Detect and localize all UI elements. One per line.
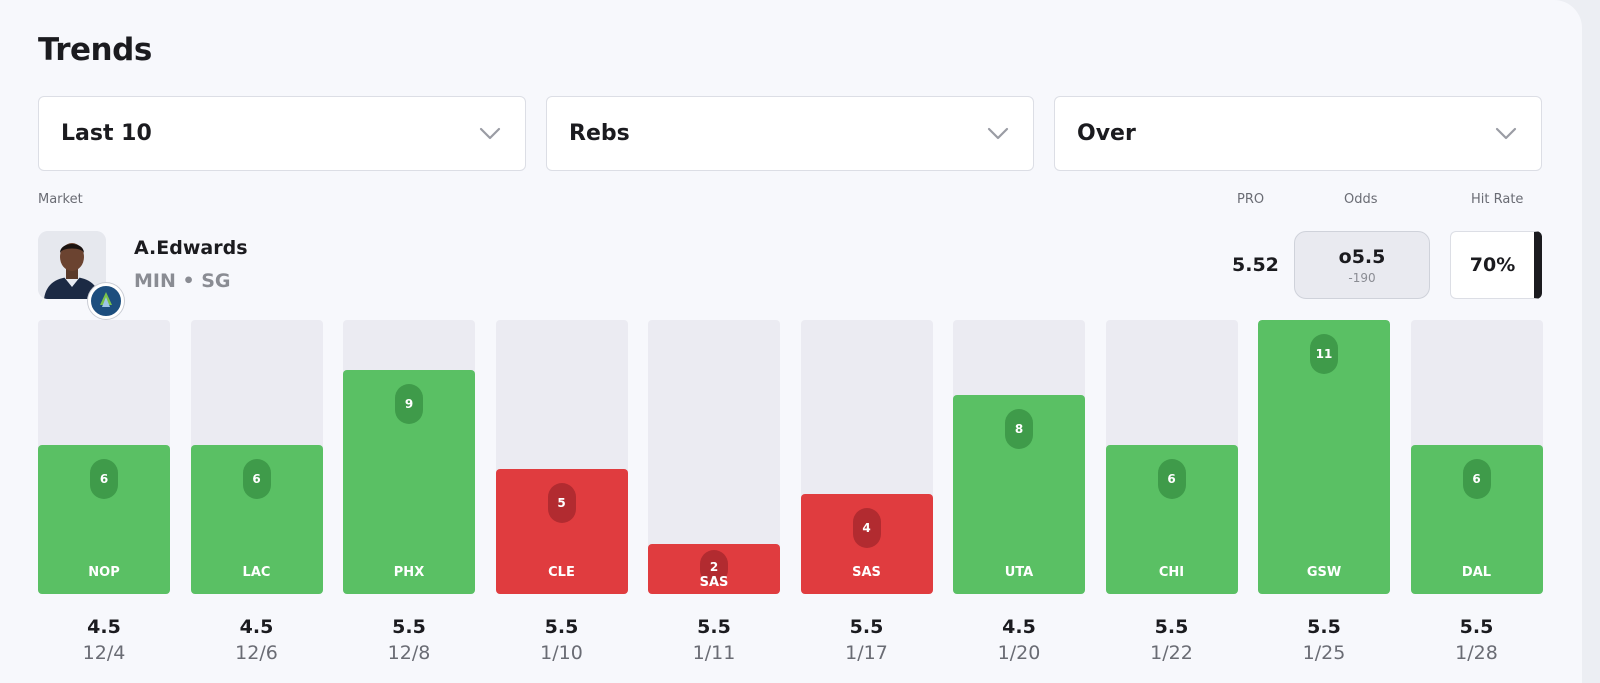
odds-header: Odds bbox=[1344, 192, 1378, 207]
prop-line-label: 5.5 bbox=[849, 616, 884, 638]
game-date-label: 12/4 bbox=[82, 642, 126, 664]
game-column[interactable]: 11 GSW 5.5 1/25 bbox=[1258, 320, 1390, 664]
pro-header: PRO bbox=[1237, 192, 1265, 207]
pro-projection: 5.52 bbox=[1232, 254, 1279, 276]
player-avatar bbox=[38, 231, 106, 299]
prop-line-label: 5.5 bbox=[697, 616, 731, 638]
odds-line: o5.5 bbox=[1338, 245, 1386, 268]
stat-value-label: 2 bbox=[700, 550, 728, 584]
prop-line-label: 5.5 bbox=[1459, 616, 1494, 638]
game-bar: 6 CHI bbox=[1105, 445, 1238, 594]
opponent-label: PHX bbox=[393, 565, 425, 580]
opponent-label: SAS bbox=[852, 565, 881, 580]
opponent-label: UTA bbox=[1004, 565, 1034, 580]
game-date-label: 1/22 bbox=[1150, 642, 1193, 664]
stat-filter-value: Rebs bbox=[569, 121, 630, 146]
odds-button[interactable]: o5.5 -190 bbox=[1294, 231, 1430, 299]
game-date-label: 1/25 bbox=[1302, 642, 1346, 664]
stat-value-label: 6 bbox=[242, 459, 271, 499]
opponent-label: SAS bbox=[699, 575, 729, 590]
player-team-position: MIN • SG bbox=[134, 270, 231, 292]
game-bar: 9 PHX bbox=[343, 370, 475, 594]
game-date-label: 1/11 bbox=[692, 642, 736, 664]
stat-value-label: 4 bbox=[852, 508, 881, 548]
game-column[interactable]: 2 SAS 5.5 1/11 bbox=[648, 320, 780, 664]
range-filter-select[interactable]: Last 10 bbox=[38, 96, 526, 171]
game-column[interactable]: 9 PHX 5.5 12/8 bbox=[343, 320, 475, 664]
prop-line-label: 4.5 bbox=[1002, 616, 1036, 638]
stat-value-label: 5 bbox=[547, 483, 576, 523]
game-column[interactable]: 4 SAS 5.5 1/17 bbox=[800, 320, 933, 664]
prop-line-label: 5.5 bbox=[544, 616, 579, 638]
bar-track: 9 PHX bbox=[343, 320, 475, 594]
prop-line-label: 5.5 bbox=[1307, 616, 1341, 638]
game-bar: 4 SAS bbox=[800, 494, 933, 594]
prop-line-label: 5.5 bbox=[1154, 616, 1189, 638]
bar-track: 6 CHI bbox=[1105, 320, 1238, 594]
hit-rate-header: Hit Rate bbox=[1471, 192, 1524, 207]
game-date-label: 12/8 bbox=[387, 642, 431, 664]
game-column[interactable]: 8 UTA 4.5 1/20 bbox=[953, 320, 1085, 664]
team-logo-icon bbox=[88, 283, 124, 319]
page-title: Trends bbox=[38, 32, 152, 68]
side-filter-select[interactable]: Over bbox=[1054, 96, 1542, 171]
opponent-label: NOP bbox=[88, 565, 120, 580]
stat-value-label: 6 bbox=[1157, 459, 1186, 499]
prop-line-label: 5.5 bbox=[392, 616, 426, 638]
game-column[interactable]: 6 LAC 4.5 12/6 bbox=[190, 320, 323, 664]
opponent-label: CLE bbox=[548, 565, 575, 580]
hit-rate-badge: 70% bbox=[1450, 231, 1542, 299]
game-column[interactable]: 6 DAL 5.5 1/28 bbox=[1410, 320, 1543, 664]
stat-value-label: 6 bbox=[1462, 459, 1491, 499]
odds-price: -190 bbox=[1348, 270, 1376, 285]
bar-track: 2 SAS bbox=[648, 320, 780, 594]
bar-track: 6 DAL bbox=[1410, 320, 1543, 594]
bar-track: 11 GSW bbox=[1258, 320, 1390, 594]
hit-rate-value: 70% bbox=[1469, 254, 1516, 276]
chevron-down-icon bbox=[479, 127, 501, 141]
prop-line-label: 4.5 bbox=[239, 616, 274, 638]
game-bar: 8 UTA bbox=[953, 395, 1085, 594]
bar-track: 5 CLE bbox=[495, 320, 628, 594]
player-name[interactable]: A.Edwards bbox=[134, 237, 248, 259]
bar-track: 8 UTA bbox=[953, 320, 1085, 594]
game-date-label: 1/28 bbox=[1455, 642, 1498, 664]
game-column[interactable]: 6 CHI 5.5 1/22 bbox=[1105, 320, 1238, 664]
stat-value-label: 9 bbox=[395, 384, 423, 424]
opponent-label: DAL bbox=[1461, 565, 1492, 580]
prop-line-label: 4.5 bbox=[87, 616, 121, 638]
range-filter-value: Last 10 bbox=[61, 121, 152, 146]
game-bar: 6 DAL bbox=[1410, 445, 1543, 594]
game-column[interactable]: 5 CLE 5.5 1/10 bbox=[495, 320, 628, 664]
game-date-label: 12/6 bbox=[235, 642, 278, 664]
chevron-down-icon bbox=[987, 127, 1009, 141]
stat-filter-select[interactable]: Rebs bbox=[546, 96, 1034, 171]
side-filter-value: Over bbox=[1077, 121, 1136, 146]
game-bar: 5 CLE bbox=[495, 469, 628, 594]
bar-track: 4 SAS bbox=[800, 320, 933, 594]
stat-value-label: 8 bbox=[1005, 409, 1033, 449]
market-header: Market bbox=[38, 192, 83, 207]
game-bar: 2 SAS bbox=[648, 544, 780, 594]
game-bar: 6 NOP bbox=[38, 445, 170, 594]
game-column[interactable]: 6 NOP 4.5 12/4 bbox=[38, 320, 170, 664]
bar-track: 6 LAC bbox=[190, 320, 323, 594]
stat-value-label: 6 bbox=[90, 459, 118, 499]
chevron-down-icon bbox=[1495, 127, 1517, 141]
opponent-label: GSW bbox=[1306, 565, 1342, 580]
game-date-label: 1/17 bbox=[845, 642, 888, 664]
game-date-label: 1/20 bbox=[997, 642, 1041, 664]
opponent-label: LAC bbox=[242, 565, 271, 580]
opponent-label: CHI bbox=[1158, 565, 1185, 580]
game-bar: 6 LAC bbox=[190, 445, 323, 594]
game-bar: 11 GSW bbox=[1258, 320, 1390, 594]
game-date-label: 1/10 bbox=[540, 642, 583, 664]
bar-track: 6 NOP bbox=[38, 320, 170, 594]
stat-value-label: 11 bbox=[1310, 334, 1338, 374]
